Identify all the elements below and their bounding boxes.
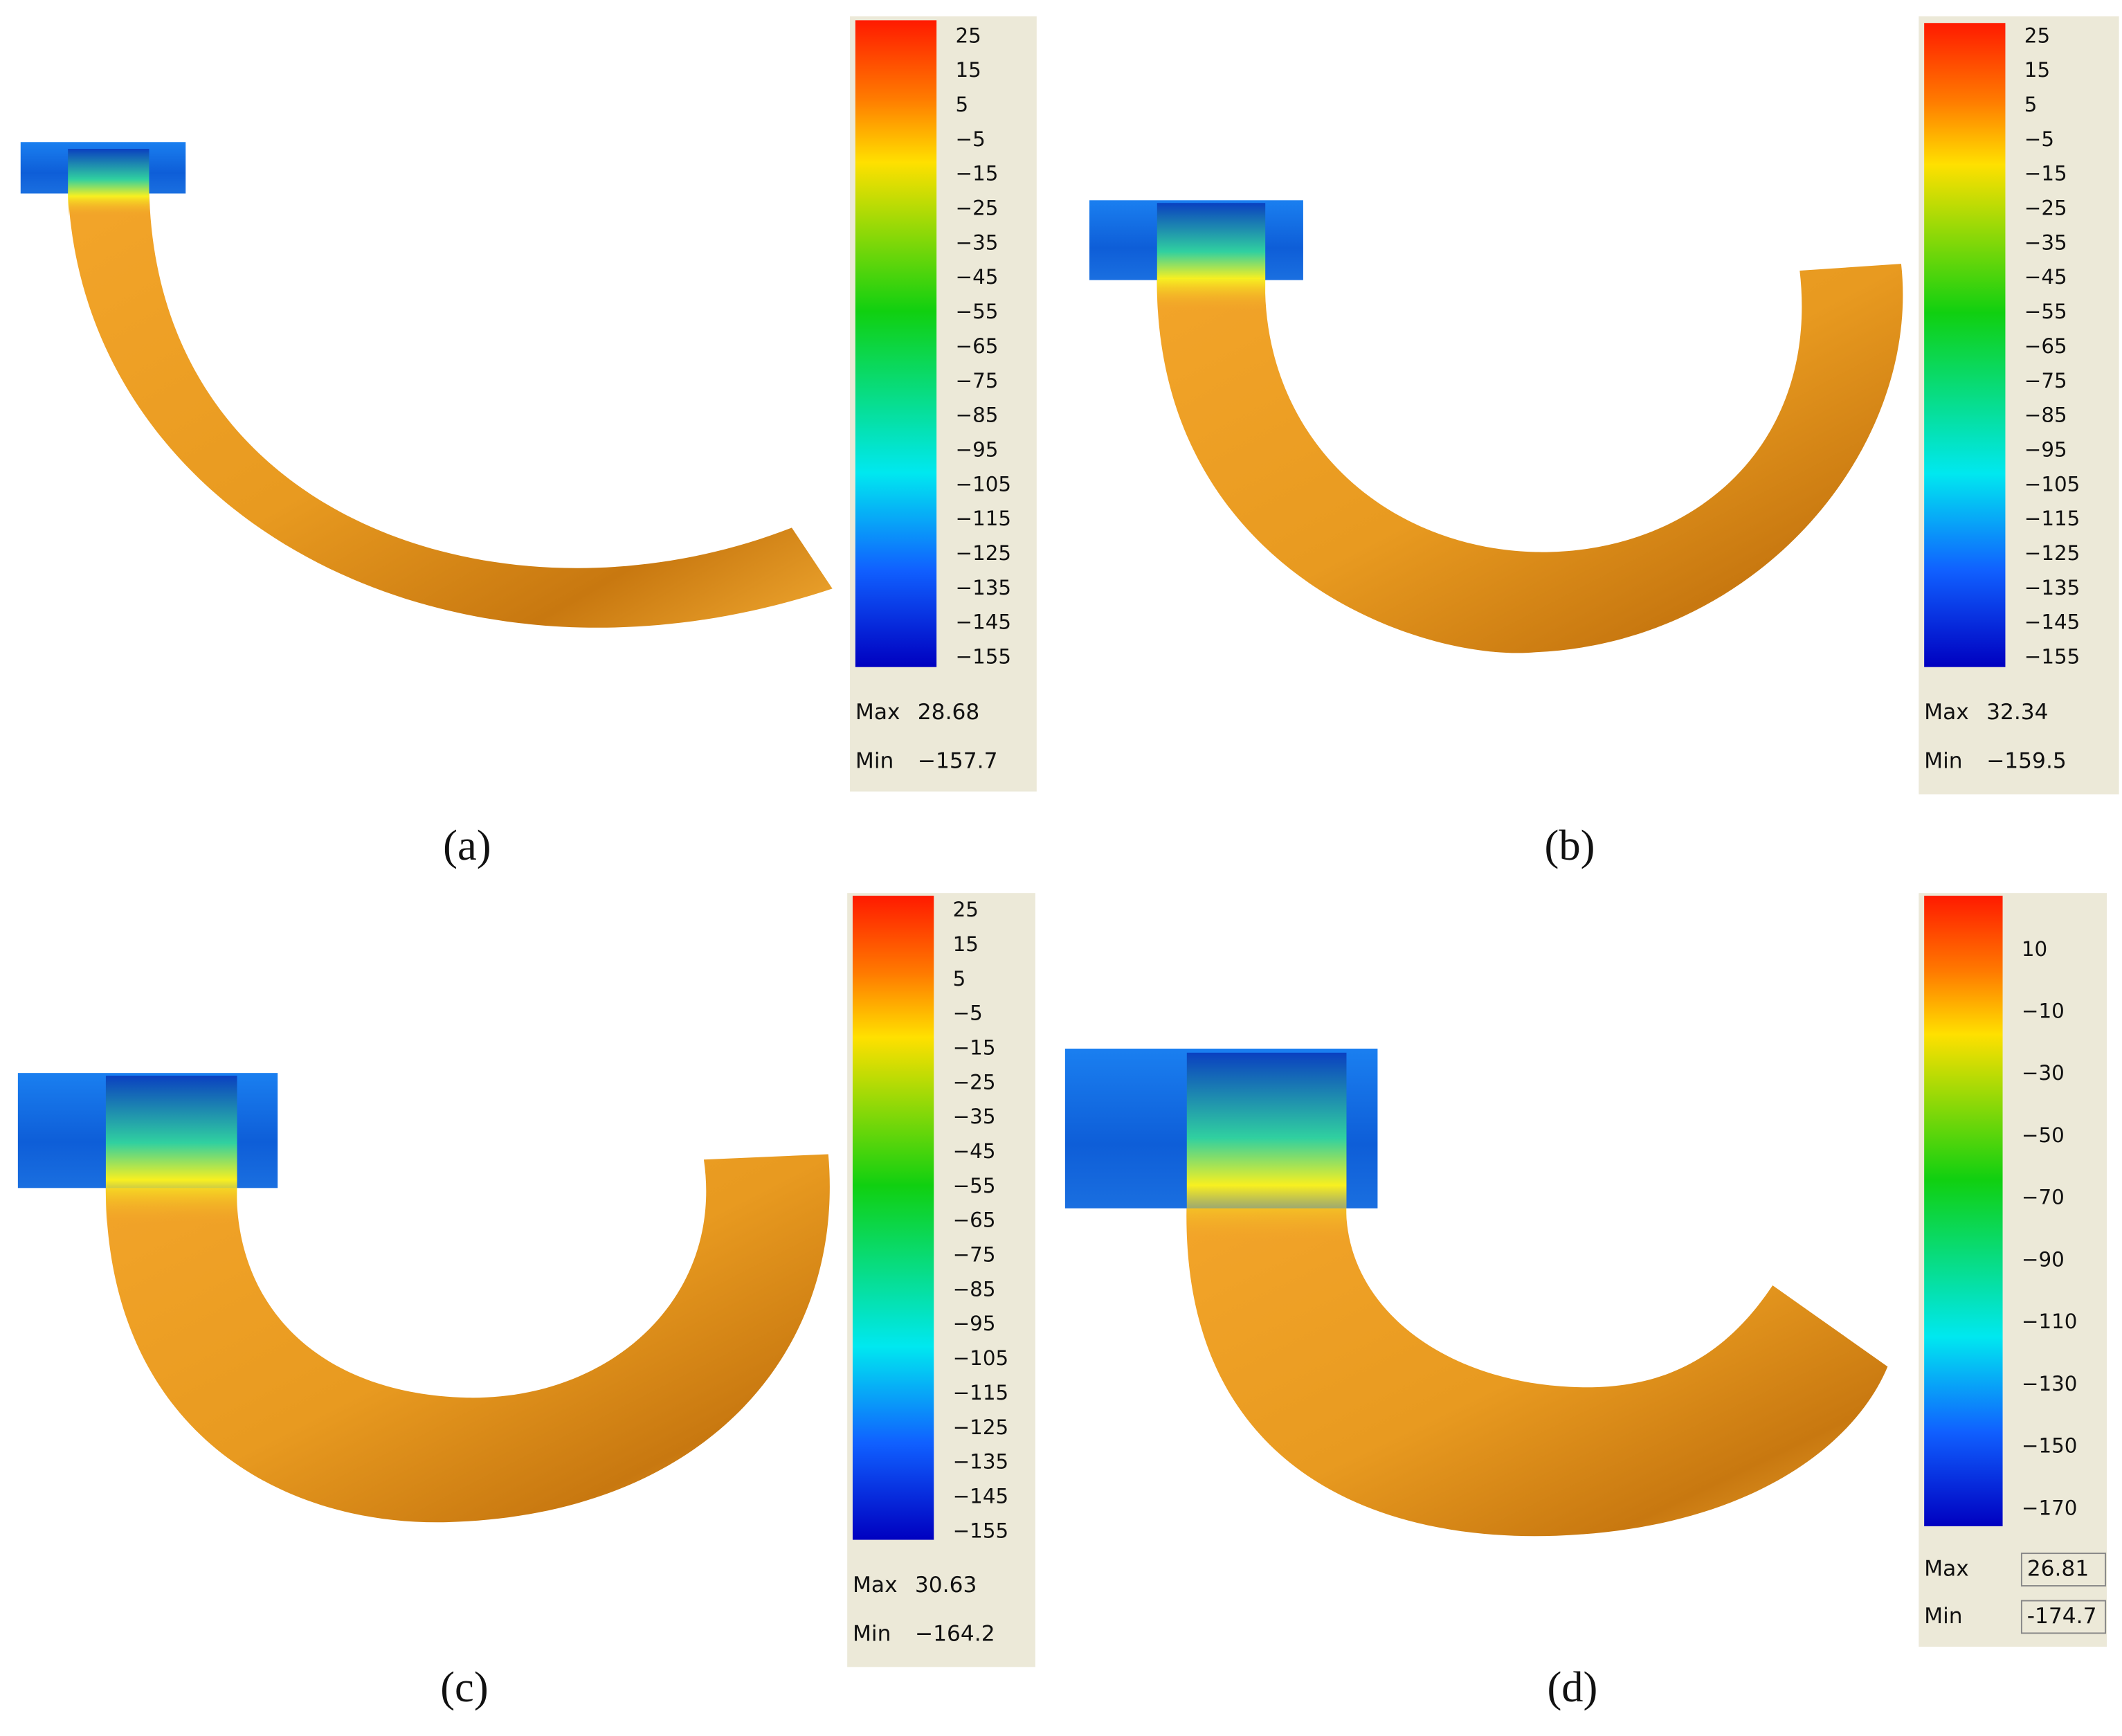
legend-tick: −55: [956, 300, 999, 323]
legend-tick: −45: [953, 1139, 996, 1163]
legend-tick: −35: [956, 230, 999, 254]
legend-tick: 10: [2022, 937, 2047, 961]
legend-tick: −55: [2024, 300, 2067, 323]
color-bar: [1924, 896, 2003, 1527]
panel-label: (b): [1545, 821, 1595, 869]
max-box: [2020, 1553, 2107, 1586]
legend-tick: −105: [2024, 472, 2080, 496]
legend-tick: −145: [953, 1484, 1009, 1508]
legend-tick: −65: [953, 1209, 996, 1232]
legend-tick: −145: [956, 611, 1012, 634]
model-a: [20, 142, 833, 628]
legend-tick: −155: [2024, 645, 2080, 669]
max-label: Max: [1924, 700, 1969, 725]
legend-tick: −125: [953, 1416, 1009, 1439]
legend-tick: −170: [2022, 1496, 2078, 1519]
min-value: −159.5: [1986, 749, 2067, 774]
legend-tick: −115: [953, 1381, 1009, 1404]
max-value: 30.63: [915, 1573, 977, 1598]
legend-tick: −150: [2022, 1434, 2078, 1458]
color-bar: [855, 20, 937, 667]
legend-tick: −25: [2024, 197, 2067, 220]
legend-tick: −15: [953, 1036, 996, 1059]
legend-tick: −95: [956, 437, 999, 461]
max-label: Max: [855, 700, 900, 725]
legend-tick: 25: [2024, 24, 2050, 47]
legend-tick: −135: [2024, 576, 2080, 599]
legend-tick: −45: [2024, 265, 2067, 289]
legend-tick: 15: [953, 932, 979, 956]
legend-tick: −85: [956, 404, 999, 427]
legend-tick: 5: [953, 967, 966, 991]
legend-tick: −135: [956, 576, 1012, 599]
legend-tick: −110: [2022, 1310, 2078, 1333]
min-label: Min: [853, 1621, 891, 1646]
min-value: −157.7: [918, 749, 998, 774]
legend-tick: −35: [2024, 230, 2067, 254]
legend-tick: −95: [2024, 437, 2067, 461]
legend-tick: −125: [2024, 541, 2080, 565]
min-label: Min: [1924, 1604, 1962, 1629]
legend-tick: 5: [2024, 93, 2038, 116]
min-box: [2020, 1600, 2107, 1634]
legend-tick: −5: [956, 127, 986, 151]
legend-tick: 25: [953, 898, 979, 921]
legend-tick: −155: [956, 645, 1012, 669]
legend-tick: −25: [953, 1070, 996, 1094]
legend-tick: −95: [953, 1312, 996, 1335]
color-bar: [1924, 23, 2006, 667]
legend-tick: −15: [956, 162, 999, 186]
legend-tick: −90: [2022, 1247, 2065, 1271]
legend-tick: −75: [953, 1243, 996, 1267]
min-value: −164.2: [915, 1621, 995, 1646]
legend-tick: −115: [956, 507, 1012, 530]
legend-tick: −15: [2024, 162, 2067, 186]
legend-tick: −125: [956, 541, 1012, 565]
legend-tick: −70: [2022, 1186, 2065, 1209]
legend-tick: −105: [953, 1346, 1009, 1370]
legend-tick: 15: [956, 58, 981, 82]
legend-tick: −30: [2022, 1061, 2065, 1085]
legend-tick: −155: [953, 1519, 1009, 1542]
legend-tick: −45: [956, 265, 999, 289]
model-d: [1064, 1048, 1888, 1537]
panel-label: (a): [443, 821, 491, 869]
legend-tick: 15: [2024, 58, 2050, 82]
panel-label: (d): [1547, 1663, 1597, 1711]
legend-tick: −85: [2024, 404, 2067, 427]
min-label: Min: [1924, 749, 1962, 774]
legend-tick: −50: [2022, 1123, 2065, 1147]
max-label: Max: [853, 1573, 898, 1598]
max-value: 26.81: [2027, 1557, 2089, 1582]
legend-tick: 5: [956, 93, 969, 116]
legend-tick: −35: [953, 1105, 996, 1128]
model-c: [17, 1073, 830, 1523]
legend-tick: −25: [956, 197, 999, 220]
legend-tick: −75: [2024, 369, 2067, 392]
legend-tick: −5: [2024, 127, 2054, 151]
max-value: 32.34: [1986, 700, 2049, 725]
panel-label: (c): [440, 1663, 488, 1711]
legend-tick: −55: [953, 1174, 996, 1197]
model-b: [1089, 200, 1903, 653]
legend-tick: −10: [2022, 999, 2065, 1022]
legend-tick: −5: [953, 1002, 983, 1025]
min-label: Min: [855, 749, 894, 774]
color-bar: [852, 896, 934, 1540]
legend-tick: −135: [953, 1450, 1009, 1474]
min-value: -174.7: [2027, 1604, 2097, 1629]
max-value: 28.68: [918, 700, 980, 725]
legend-tick: −75: [956, 369, 999, 392]
legend-tick: −130: [2022, 1372, 2078, 1395]
max-label: Max: [1924, 1557, 1969, 1582]
legend-tick: −105: [956, 472, 1012, 496]
legend-tick: −85: [953, 1277, 996, 1301]
legend-tick: −115: [2024, 507, 2080, 530]
legend-tick: −145: [2024, 611, 2080, 634]
legend-tick: −65: [2024, 334, 2067, 358]
legend-tick: −65: [956, 334, 999, 358]
legend-tick: 25: [956, 24, 981, 47]
